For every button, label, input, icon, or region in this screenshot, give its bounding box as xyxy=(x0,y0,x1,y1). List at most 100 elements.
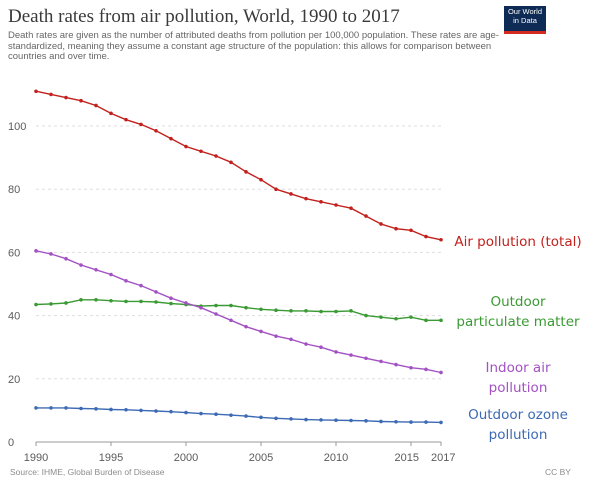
data-point[interactable] xyxy=(259,307,263,312)
data-point[interactable] xyxy=(199,411,203,416)
data-point[interactable] xyxy=(319,200,323,204)
data-point[interactable] xyxy=(139,408,143,413)
data-point[interactable] xyxy=(34,89,38,94)
data-point[interactable] xyxy=(169,296,173,301)
data-point[interactable] xyxy=(379,315,383,319)
series-0[interactable] xyxy=(34,89,443,242)
data-point[interactable] xyxy=(274,308,278,313)
data-point[interactable] xyxy=(259,177,263,182)
data-point[interactable] xyxy=(319,418,323,422)
data-point[interactable] xyxy=(229,303,233,308)
data-point[interactable] xyxy=(364,214,368,218)
data-point[interactable] xyxy=(259,415,263,420)
data-point[interactable] xyxy=(274,334,278,338)
data-point[interactable] xyxy=(79,298,83,302)
data-point[interactable] xyxy=(109,407,113,412)
data-point[interactable] xyxy=(439,318,443,323)
data-point[interactable] xyxy=(34,406,38,410)
data-point[interactable] xyxy=(289,417,293,421)
data-point[interactable] xyxy=(274,416,278,421)
data-point[interactable] xyxy=(94,103,98,108)
series-line[interactable] xyxy=(35,250,442,374)
data-point[interactable] xyxy=(124,117,128,122)
data-point[interactable] xyxy=(109,272,113,277)
data-point[interactable] xyxy=(64,301,68,305)
data-point[interactable] xyxy=(289,337,293,342)
data-point[interactable] xyxy=(319,309,323,314)
data-point[interactable] xyxy=(304,417,308,422)
data-point[interactable] xyxy=(304,342,308,346)
data-point[interactable] xyxy=(379,222,383,226)
data-point[interactable] xyxy=(199,305,203,310)
series-3[interactable] xyxy=(34,406,443,425)
data-point[interactable] xyxy=(349,353,353,357)
data-point[interactable] xyxy=(334,309,338,314)
data-point[interactable] xyxy=(364,313,368,318)
data-point[interactable] xyxy=(229,160,233,165)
data-point[interactable] xyxy=(214,154,218,158)
data-point[interactable] xyxy=(364,356,368,361)
data-point[interactable] xyxy=(184,144,188,149)
series-1[interactable] xyxy=(34,298,443,323)
data-point[interactable] xyxy=(214,412,218,416)
data-point[interactable] xyxy=(109,111,113,116)
data-point[interactable] xyxy=(154,300,158,304)
data-point[interactable] xyxy=(64,406,68,410)
data-point[interactable] xyxy=(304,196,308,201)
data-point[interactable] xyxy=(154,128,158,133)
data-point[interactable] xyxy=(109,298,113,303)
data-point[interactable] xyxy=(439,370,443,375)
data-point[interactable] xyxy=(319,345,323,350)
data-point[interactable] xyxy=(79,98,83,103)
data-point[interactable] xyxy=(394,419,398,424)
data-point[interactable] xyxy=(394,316,398,321)
data-point[interactable] xyxy=(124,407,128,412)
license-link[interactable]: CC BY xyxy=(545,467,571,477)
data-point[interactable] xyxy=(229,413,233,417)
data-point[interactable] xyxy=(259,329,263,334)
data-point[interactable] xyxy=(49,252,53,256)
data-point[interactable] xyxy=(244,170,248,174)
data-point[interactable] xyxy=(184,410,188,415)
data-point[interactable] xyxy=(64,95,68,100)
data-point[interactable] xyxy=(409,228,413,233)
data-point[interactable] xyxy=(229,318,233,323)
data-point[interactable] xyxy=(274,187,278,191)
data-point[interactable] xyxy=(394,226,398,231)
series-line[interactable] xyxy=(36,407,442,424)
data-point[interactable] xyxy=(439,420,443,425)
data-point[interactable] xyxy=(334,418,338,422)
data-point[interactable] xyxy=(334,350,338,354)
data-point[interactable] xyxy=(424,234,428,239)
data-point[interactable] xyxy=(244,414,248,418)
data-point[interactable] xyxy=(409,420,413,424)
data-point[interactable] xyxy=(244,305,248,310)
data-point[interactable] xyxy=(169,409,173,414)
data-point[interactable] xyxy=(169,136,173,141)
data-point[interactable] xyxy=(409,365,413,370)
data-point[interactable] xyxy=(349,206,353,210)
data-point[interactable] xyxy=(94,298,98,302)
data-point[interactable] xyxy=(49,302,53,306)
data-point[interactable] xyxy=(34,249,38,253)
data-point[interactable] xyxy=(184,301,188,305)
series-2[interactable] xyxy=(34,249,443,375)
data-point[interactable] xyxy=(214,312,218,316)
data-point[interactable] xyxy=(424,420,428,424)
data-point[interactable] xyxy=(154,409,158,413)
data-point[interactable] xyxy=(424,367,428,372)
data-point[interactable] xyxy=(154,290,158,294)
data-point[interactable] xyxy=(49,406,53,410)
series-line[interactable] xyxy=(35,90,442,241)
data-point[interactable] xyxy=(409,315,413,319)
owid-logo[interactable]: Our World in Data xyxy=(504,6,546,34)
data-point[interactable] xyxy=(424,318,428,323)
data-point[interactable] xyxy=(289,309,293,313)
data-point[interactable] xyxy=(79,406,83,411)
data-point[interactable] xyxy=(349,309,353,313)
data-point[interactable] xyxy=(139,283,143,288)
data-point[interactable] xyxy=(394,362,398,367)
data-point[interactable] xyxy=(64,256,68,261)
data-point[interactable] xyxy=(379,359,383,364)
data-point[interactable] xyxy=(379,419,383,424)
